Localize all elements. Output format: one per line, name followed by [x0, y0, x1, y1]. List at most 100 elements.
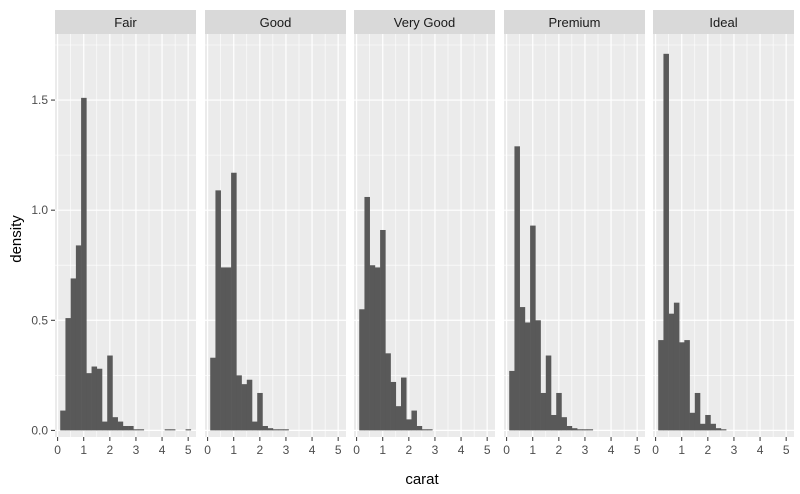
histogram-bar — [390, 381, 397, 431]
x-tick-label: 2 — [106, 443, 113, 457]
x-tick-label: 4 — [458, 443, 465, 457]
facet-panels: Fair 0 1 2 3 4 5 Good 0 1 2 3 4 5 Very Good 0 1 2 3 4 5 Premi… — [54, 10, 794, 457]
histogram-bar — [395, 406, 402, 431]
y-tick-label: 1.0 — [31, 203, 48, 217]
histogram-bar — [684, 340, 690, 431]
histogram-bar — [128, 425, 134, 431]
x-tick-label: 4 — [608, 443, 615, 457]
y-axis: 0.0 0.5 1.0 1.5 — [31, 93, 55, 437]
facet-ideal: Ideal 0 1 2 3 4 5 — [652, 10, 794, 457]
histogram-bar — [658, 340, 664, 431]
x-tick-label: 4 — [159, 443, 166, 457]
x-tick-label: 3 — [283, 443, 290, 457]
histogram-bar — [401, 377, 407, 431]
histogram-bar — [545, 355, 552, 431]
x-tick-label: 1 — [379, 443, 386, 457]
y-tick-label: 0.0 — [31, 423, 48, 437]
histogram-bar — [694, 392, 701, 431]
histogram-bar — [138, 429, 145, 431]
facet-strip-label: Very Good — [394, 15, 455, 30]
histogram-bar — [668, 313, 675, 431]
x-tick-label: 0 — [503, 443, 510, 457]
x-tick-label: 2 — [405, 443, 412, 457]
histogram-bar — [133, 429, 139, 431]
facet-strip-label: Ideal — [709, 15, 737, 30]
x-tick-label: 4 — [757, 443, 764, 457]
x-tick-label: 1 — [80, 443, 87, 457]
x-tick-label: 1 — [230, 443, 237, 457]
x-tick-label: 0 — [204, 443, 211, 457]
facet-strip-label: Premium — [548, 15, 600, 30]
x-tick-label: 5 — [335, 443, 342, 457]
facet-good: Good 0 1 2 3 4 5 — [204, 10, 346, 457]
x-tick-label: 3 — [432, 443, 439, 457]
histogram-bar — [663, 53, 669, 431]
histogram-bar — [514, 146, 520, 431]
histogram-bar — [380, 229, 386, 431]
facet-fair: Fair 0 1 2 3 4 5 — [54, 10, 196, 457]
facet-strip — [55, 10, 196, 34]
histogram-bar — [385, 353, 391, 431]
x-tick-label: 0 — [652, 443, 659, 457]
histogram-bar — [272, 429, 279, 431]
histogram-bar — [427, 429, 433, 431]
x-axis-title: carat — [405, 471, 439, 488]
y-tick-label: 1.5 — [31, 93, 48, 107]
facet-premium: Premium 0 1 2 3 4 5 — [503, 10, 645, 457]
histogram-bar — [102, 421, 108, 431]
x-tick-label: 5 — [185, 443, 192, 457]
histogram-bar — [210, 357, 216, 431]
histogram-bar — [406, 419, 412, 431]
histogram-bar — [679, 342, 685, 431]
histogram-bar — [416, 425, 423, 431]
histogram-bar — [65, 318, 71, 431]
histogram-bar — [369, 265, 376, 431]
histogram-bar — [169, 429, 176, 431]
histogram-bar — [60, 410, 66, 431]
y-tick-label: 0.5 — [31, 313, 48, 327]
histogram-bar — [577, 429, 583, 431]
facet-strip — [653, 10, 794, 34]
x-tick-label: 1 — [529, 443, 536, 457]
histogram-bar — [112, 417, 118, 431]
histogram-bar — [421, 429, 428, 431]
histogram-bar — [220, 267, 227, 431]
facet-strip — [205, 10, 346, 34]
histogram-bar — [509, 370, 515, 431]
x-tick-label: 0 — [353, 443, 360, 457]
histogram-bar — [241, 384, 248, 431]
histogram-bar — [246, 379, 253, 431]
x-tick-label: 2 — [704, 443, 711, 457]
histogram-bar — [86, 373, 92, 431]
histogram-bar — [551, 414, 557, 431]
histogram-bar — [252, 421, 258, 431]
histogram-bar — [673, 302, 680, 431]
histogram-bar — [164, 429, 171, 431]
histogram-bar — [540, 392, 547, 431]
histogram-bar — [374, 267, 381, 431]
x-tick-label: 2 — [256, 443, 263, 457]
histogram-bar — [117, 421, 124, 431]
x-tick-label: 5 — [484, 443, 491, 457]
y-axis-title: density — [8, 215, 25, 263]
histogram-bar — [710, 423, 716, 431]
histogram-bar — [561, 417, 567, 431]
x-tick-label: 3 — [133, 443, 140, 457]
histogram-bar — [225, 267, 232, 431]
histogram-bar — [524, 322, 531, 431]
histogram-bar — [720, 429, 727, 431]
facet-strip-label: Fair — [114, 15, 137, 30]
histogram-bar — [91, 366, 98, 431]
histogram-bar — [556, 392, 562, 431]
x-tick-label: 1 — [678, 443, 685, 457]
histogram-bar — [185, 429, 192, 431]
histogram-bar — [107, 355, 113, 431]
histogram-bar — [236, 375, 242, 431]
facet-strip-label: Good — [260, 15, 292, 30]
histogram-bar — [530, 225, 536, 431]
histogram-bar — [411, 410, 417, 431]
histogram-bar — [283, 429, 289, 431]
histogram-bar — [519, 307, 526, 431]
histogram-bar — [267, 428, 274, 431]
